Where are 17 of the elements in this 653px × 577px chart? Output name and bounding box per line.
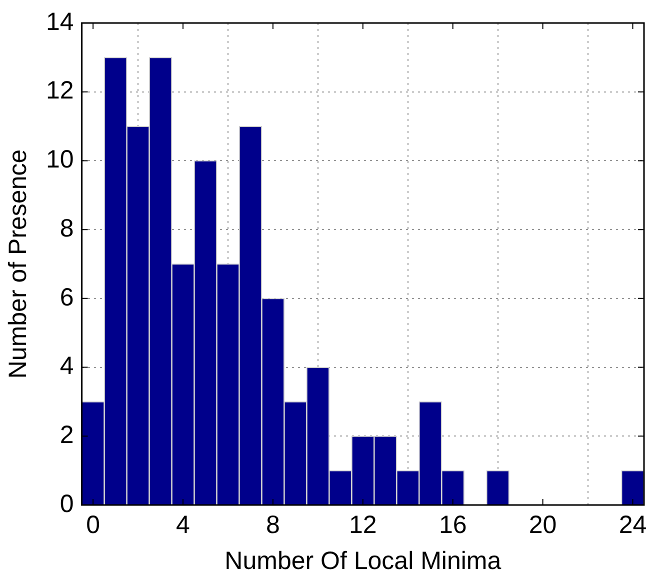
x-tick-label: 16 bbox=[438, 510, 467, 539]
x-axis-title: Number Of Local Minima bbox=[224, 546, 502, 575]
y-tick-label: 12 bbox=[46, 76, 74, 105]
x-tick-label: 12 bbox=[349, 510, 377, 539]
y-tick-label: 14 bbox=[46, 8, 74, 36]
y-tick-label: 6 bbox=[60, 283, 74, 312]
y-axis-title: Number of Presence bbox=[4, 149, 32, 379]
x-tick-label: 20 bbox=[528, 510, 557, 539]
y-tick-label: 0 bbox=[60, 490, 74, 518]
y-tick-label: 2 bbox=[60, 421, 74, 450]
x-tick-label: 8 bbox=[266, 510, 280, 539]
y-tick-label: 10 bbox=[46, 146, 74, 174]
x-tick-label: 0 bbox=[86, 510, 100, 539]
x-tick-label: 4 bbox=[176, 510, 190, 539]
x-tick-label: 24 bbox=[618, 510, 647, 539]
y-tick-label: 8 bbox=[60, 214, 74, 242]
y-tick-label: 4 bbox=[60, 352, 74, 380]
